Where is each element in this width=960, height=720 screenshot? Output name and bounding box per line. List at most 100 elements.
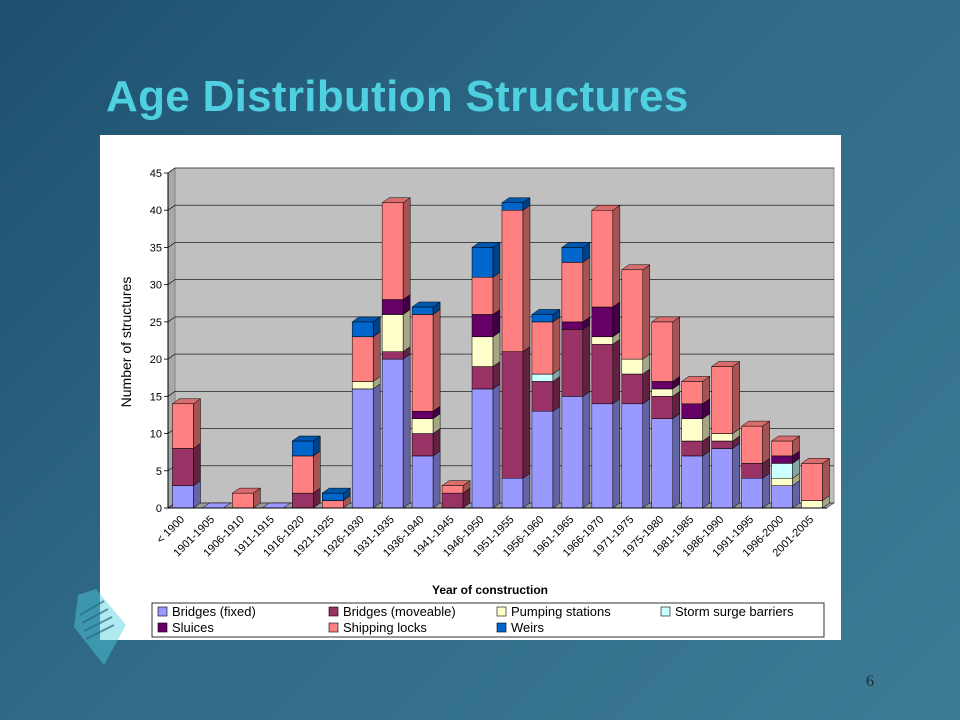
bar-front — [711, 433, 733, 442]
bar-front — [561, 396, 584, 509]
bar-side — [582, 390, 591, 509]
bar-segment — [621, 264, 651, 360]
bar-front — [411, 433, 434, 457]
y-axis-label: Number of structures — [118, 277, 134, 408]
bar-segment — [650, 413, 681, 509]
bar-segment — [531, 308, 561, 323]
bar-front — [651, 321, 673, 382]
bar-side — [612, 398, 621, 509]
legend-label: Storm surge barriers — [675, 604, 794, 619]
bar-top — [411, 301, 441, 308]
bar-front — [711, 440, 733, 449]
bar-side — [612, 204, 621, 308]
chart-legend: Bridges (fixed) Bridges (moveable) Pumping… — [151, 602, 825, 638]
bar-segment — [171, 398, 202, 449]
bar-side — [582, 323, 591, 397]
bar-front — [591, 403, 614, 509]
bar-front — [801, 463, 823, 501]
bar-front — [801, 500, 823, 509]
bar-segment — [561, 256, 591, 323]
bar-side — [313, 450, 321, 494]
bar-top — [800, 458, 831, 464]
bar-segment — [501, 204, 531, 353]
bar-front — [322, 492, 344, 501]
y-tick-label: 25 — [150, 317, 162, 329]
bar-front — [501, 202, 524, 211]
bar-front — [651, 418, 673, 509]
bar-front — [441, 485, 464, 494]
bar-segment — [501, 346, 531, 479]
bar-front — [381, 358, 404, 509]
bar-side — [702, 450, 710, 509]
bar-segment — [471, 383, 501, 509]
bar-segment — [561, 323, 591, 397]
bar-front — [771, 477, 793, 486]
y-tick-label: 5 — [156, 466, 162, 478]
bar-front — [591, 343, 614, 405]
bar-front — [711, 366, 733, 434]
bar-front — [771, 440, 793, 457]
bar-side — [612, 301, 621, 338]
y-tick-label: 10 — [150, 429, 162, 441]
bar-front — [651, 381, 673, 390]
bar-segment — [621, 398, 651, 509]
bar-front — [771, 485, 793, 509]
x-tick-labels: < 19001901-19051906-19101911-19151916-19… — [155, 514, 817, 560]
bar-top — [621, 264, 651, 271]
bar-front — [591, 306, 614, 338]
legend-label: Pumping stations — [511, 604, 611, 619]
bar-front — [771, 463, 793, 479]
bar-front — [561, 262, 584, 323]
bar-front — [501, 351, 524, 479]
bar-segment — [591, 204, 621, 308]
bar-side — [432, 450, 441, 509]
y-tick-labels: 0 5 10 15 20 25 30 35 40 45 — [150, 168, 162, 515]
bar-side — [432, 308, 441, 412]
bar-front — [531, 314, 554, 323]
legend-label: Weirs — [511, 620, 544, 635]
legend-box — [151, 602, 825, 638]
bar-front — [411, 314, 434, 412]
bar-segment — [171, 442, 202, 487]
bar-front — [172, 485, 194, 509]
bar-segment — [321, 487, 352, 502]
bar-front — [411, 418, 434, 434]
y-tick-label: 30 — [150, 280, 162, 292]
bar-segment — [650, 316, 681, 382]
x-axis-label: Year of construction — [432, 583, 548, 597]
legend-swatch — [328, 606, 339, 617]
y-tick-label: 20 — [150, 354, 162, 366]
bar-front — [531, 410, 554, 509]
bar-side — [642, 368, 651, 405]
bar-side — [582, 256, 591, 323]
bar-side — [552, 316, 561, 375]
chart-axes — [167, 173, 827, 509]
bar-segment — [381, 353, 411, 509]
bar-front — [561, 247, 584, 263]
bar-side — [762, 420, 770, 464]
bar-front — [411, 455, 434, 509]
bar-front — [771, 455, 793, 464]
bar-top — [680, 376, 711, 382]
bar-front — [292, 455, 314, 494]
y-tick-label: 35 — [150, 242, 162, 254]
bar-top — [471, 242, 501, 248]
bar-front — [681, 440, 703, 457]
bar-side — [732, 442, 740, 509]
bar-front — [351, 388, 374, 509]
y-tick-label: 15 — [150, 391, 162, 403]
bar-segment — [740, 420, 771, 464]
bar-segment — [800, 457, 831, 502]
bar-front — [381, 202, 404, 300]
bar-segment — [291, 450, 322, 494]
bar-top — [171, 398, 202, 405]
chart-bars — [171, 197, 831, 509]
bar-front — [741, 463, 763, 479]
bar-segment — [381, 197, 411, 301]
bar-front — [351, 336, 374, 382]
legend-label: Sluices — [172, 620, 214, 635]
bar-front — [561, 329, 584, 397]
bar-front — [471, 388, 494, 509]
bar-side — [522, 472, 531, 509]
bar-segment — [710, 442, 741, 509]
